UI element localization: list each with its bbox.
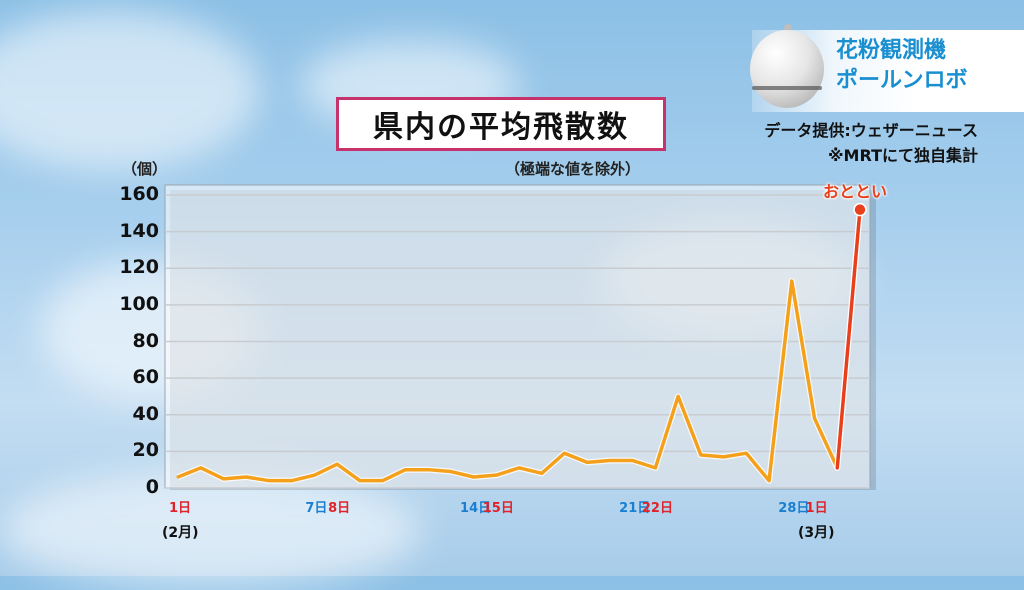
- credit-line2: ※MRTにて独自集計: [828, 146, 978, 165]
- data-point: [290, 479, 294, 483]
- x-tick-label: 21日: [619, 501, 651, 516]
- month-label-mar: (3月): [798, 525, 835, 541]
- month-label-feb: (2月): [162, 525, 199, 541]
- data-point: [653, 466, 657, 470]
- data-point: [335, 462, 339, 466]
- device-name-line2: ポールンロボ: [836, 68, 968, 93]
- x-tick-label: 7日: [305, 501, 328, 516]
- x-tick-label: 28日: [778, 501, 810, 516]
- x-tick-label: 1日: [169, 501, 192, 516]
- data-point: [767, 479, 771, 483]
- data-point: [176, 475, 180, 479]
- y-tick-label: 40: [132, 402, 159, 425]
- y-tick-label: 60: [132, 366, 159, 389]
- data-point: [608, 459, 612, 463]
- line-chart: [164, 184, 871, 489]
- device-name: 花粉観測機 ポールンロボ: [836, 36, 968, 96]
- device-name-line1: 花粉観測機: [836, 38, 947, 63]
- data-point: [381, 479, 385, 483]
- data-point: [244, 475, 248, 479]
- plot-area: [164, 184, 871, 489]
- x-tick-label: 14日: [460, 501, 492, 516]
- data-point: [358, 479, 362, 483]
- data-point: [472, 475, 476, 479]
- data-credit: データ提供:ウェザーニュース ※MRTにて独自集計: [764, 118, 978, 168]
- cloud-decoration: [0, 470, 420, 590]
- x-tick-label: 1日: [805, 501, 828, 516]
- x-tick-label: 22日: [641, 501, 673, 516]
- data-point: [744, 451, 748, 455]
- data-point: [585, 460, 589, 464]
- chart-subtitle: （極端な値を除外）: [505, 160, 641, 178]
- data-point: [722, 455, 726, 459]
- series-line: [177, 279, 839, 483]
- data-point: [699, 453, 703, 457]
- highlight-point: [853, 202, 867, 217]
- y-tick-label: 0: [145, 476, 159, 498]
- data-point: [517, 466, 521, 470]
- data-point: [540, 471, 544, 475]
- y-tick-label: 80: [132, 329, 159, 352]
- chart-title: 県内の平均飛散数: [336, 97, 666, 151]
- data-point: [449, 470, 453, 474]
- y-tick-label: 140: [119, 219, 159, 242]
- highlight-line: [835, 207, 862, 470]
- data-point: [631, 459, 635, 463]
- x-tick-label: 8日: [328, 501, 351, 516]
- y-tick-label: 100: [119, 292, 159, 315]
- data-point: [790, 279, 794, 283]
- data-point: [199, 466, 203, 470]
- data-point: [403, 468, 407, 472]
- y-axis-unit: （個）: [122, 160, 168, 178]
- data-point: [494, 473, 498, 477]
- pollen-robot-image: [750, 30, 824, 108]
- robot-band: [752, 86, 822, 90]
- data-point: [676, 394, 680, 398]
- highlight-label: おととい: [823, 182, 888, 201]
- data-point: [267, 479, 271, 483]
- y-tick-label: 120: [119, 256, 159, 279]
- data-point: [426, 468, 430, 472]
- y-tick-label: 20: [132, 439, 159, 462]
- data-point: [312, 473, 316, 477]
- data-point: [562, 451, 566, 455]
- cloud-decoration: [0, 10, 260, 170]
- y-tick-label: 160: [119, 183, 159, 205]
- robot-antenna: [784, 24, 792, 32]
- credit-line1: データ提供:ウェザーニュース: [764, 121, 978, 140]
- x-tick-label: 15日: [482, 501, 514, 516]
- data-point: [221, 477, 225, 481]
- data-point: [813, 416, 817, 420]
